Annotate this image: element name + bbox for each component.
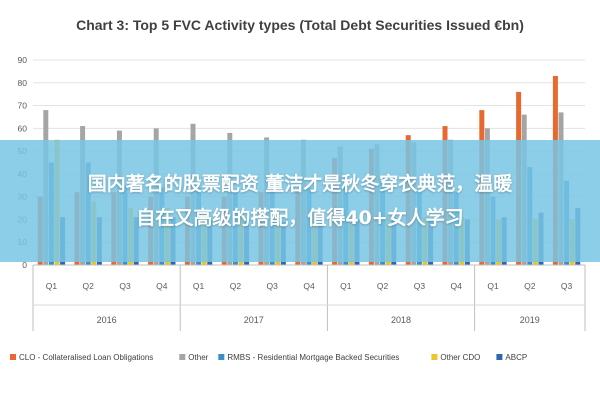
y-tick-label: 70 [18, 101, 28, 111]
legend: CLO - Collateralised Loan Obligations Oth… [10, 353, 527, 362]
x-group-label: 2018 [391, 315, 411, 325]
legend-swatch [431, 354, 438, 360]
x-tick-label: Q3 [119, 281, 131, 291]
x-tick-label: Q1 [487, 281, 499, 291]
chart-title: Chart 3: Top 5 FVC Activity types (Total… [76, 17, 524, 33]
x-tick-label: Q4 [303, 281, 315, 291]
y-tick-label: 90 [18, 55, 28, 65]
x-tick-label: Q2 [524, 281, 536, 291]
x-group-label: 2016 [97, 315, 117, 325]
x-tick-label: Q2 [377, 281, 389, 291]
x-tick-label: Q1 [193, 281, 205, 291]
legend-swatch [218, 354, 225, 360]
legend-label: Other [188, 353, 208, 362]
x-group-label: 2019 [520, 315, 540, 325]
overlay-banner: 国内著名的股票配资 董洁才是秋冬穿衣典范，温暖 自在又高级的搭配，值得40+女人… [0, 140, 600, 262]
x-tick-label: Q3 [414, 281, 426, 291]
overlay-caption: 国内著名的股票配资 董洁才是秋冬穿衣典范，温暖 自在又高级的搭配，值得40+女人… [20, 167, 580, 235]
legend-label: CLO - Collateralised Loan Obligations [19, 353, 153, 362]
legend-swatch [496, 354, 503, 360]
x-tick-label: Q4 [451, 281, 463, 291]
legend-label: RMBS - Residential Mortgage Backed Secur… [227, 353, 399, 362]
x-axis: Q1 Q2 Q3 Q4 Q1 Q2 Q3 Q4 Q1 Q2 Q3 Q4 Q1 Q2 Q3 2016 2017 20… [32, 264, 586, 331]
overlay-line-1: 国内著名的股票配资 董洁才是秋冬穿衣典范，温暖 [87, 173, 513, 195]
x-tick-label: Q2 [83, 281, 95, 291]
legend-swatch [10, 354, 16, 360]
x-tick-label: Q3 [561, 281, 573, 291]
x-tick-label: Q1 [340, 281, 352, 291]
x-tick-label: Q4 [156, 281, 168, 291]
y-tick-label: 80 [18, 78, 28, 88]
x-group-label: 2017 [244, 315, 264, 325]
legend-label: ABCP [505, 353, 527, 362]
y-tick-label: 0 [22, 260, 27, 270]
x-tick-label: Q1 [46, 281, 58, 291]
y-tick-label: 60 [18, 123, 28, 133]
legend-label: Other CDO [440, 353, 480, 362]
legend-swatch [179, 354, 186, 360]
overlay-line-2: 自在又高级的搭配，值得40+女人学习 [136, 207, 464, 229]
x-tick-label: Q2 [230, 281, 242, 291]
x-tick-label: Q3 [267, 281, 279, 291]
